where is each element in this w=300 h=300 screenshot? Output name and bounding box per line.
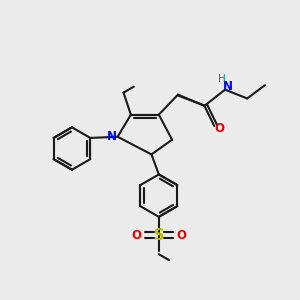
Text: O: O <box>176 229 187 242</box>
Text: H: H <box>218 74 226 84</box>
Text: S: S <box>154 228 164 243</box>
Text: O: O <box>131 229 141 242</box>
Text: N: N <box>222 80 233 93</box>
Text: O: O <box>214 122 224 135</box>
Text: N: N <box>107 130 117 143</box>
